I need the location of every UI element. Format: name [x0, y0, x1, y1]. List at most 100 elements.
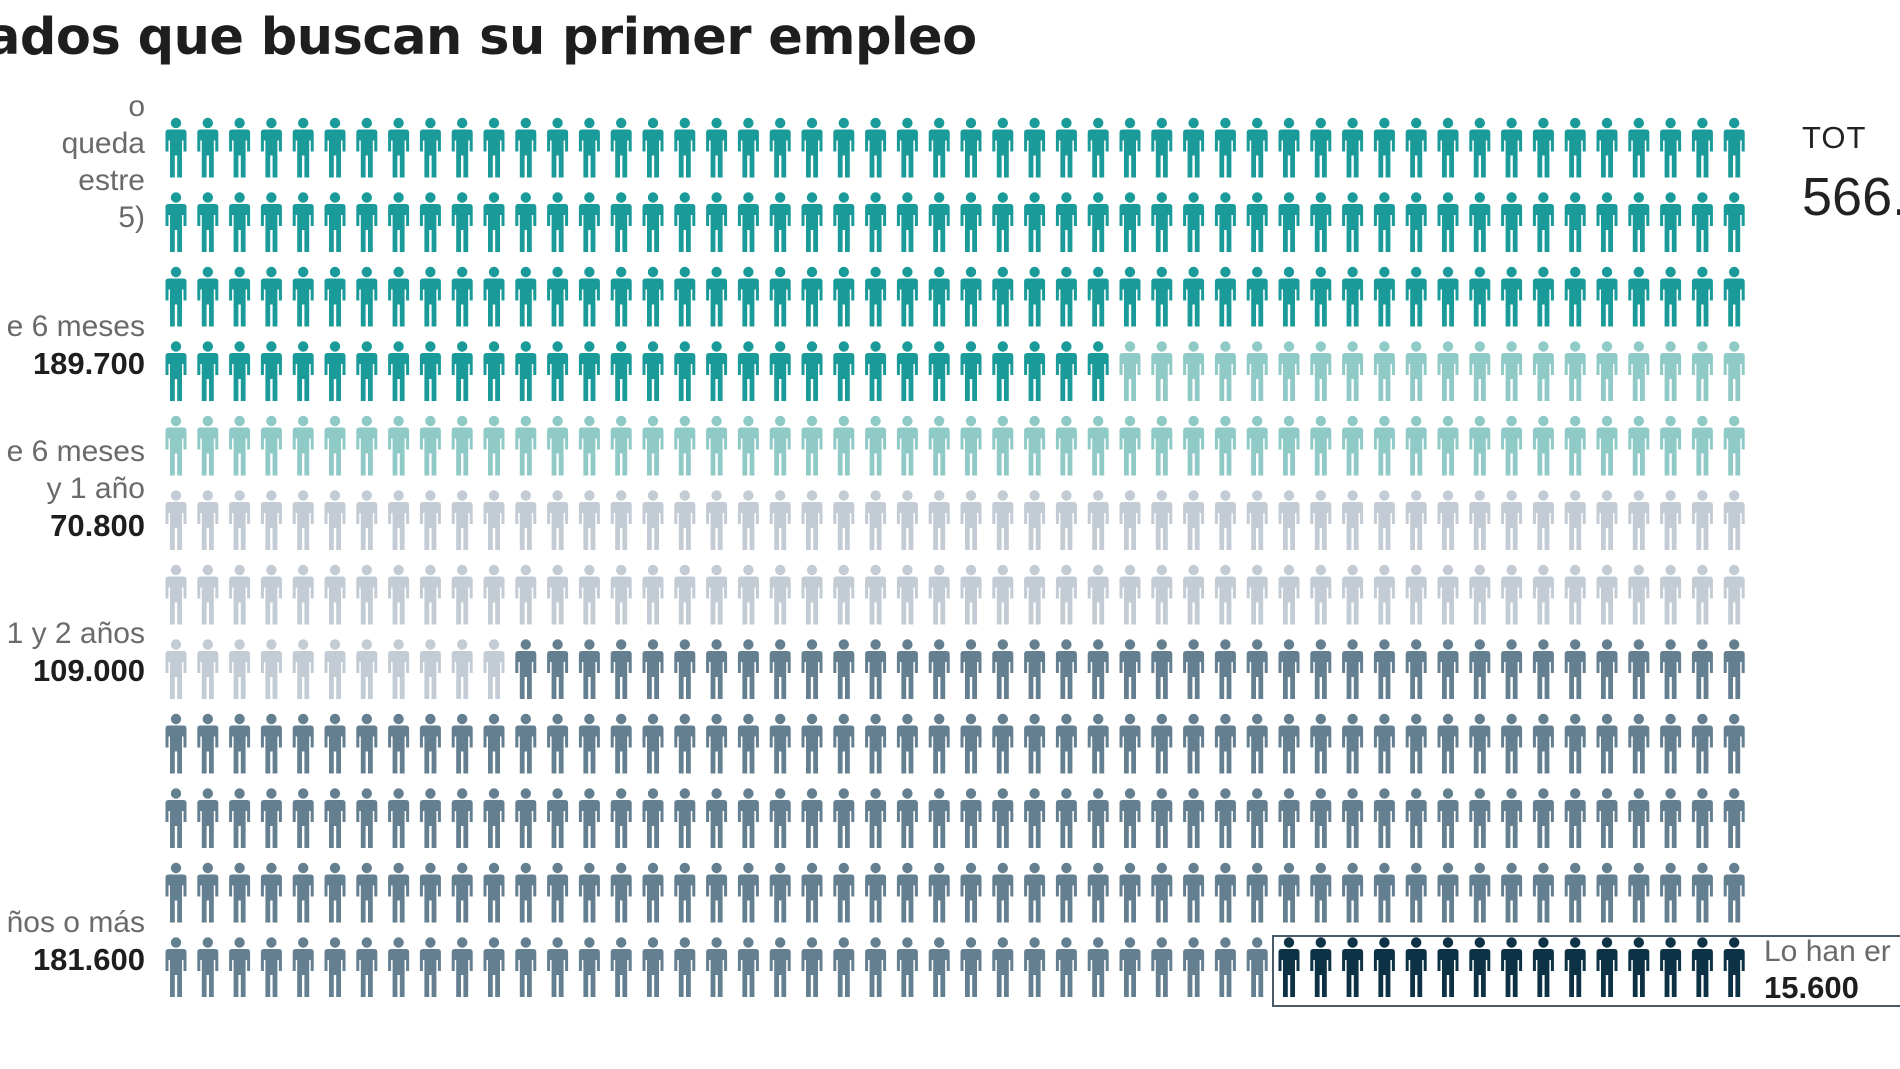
person-icon-2-years-or-more — [896, 639, 918, 699]
person-icon-under-6-months — [1564, 117, 1586, 178]
person-icon-under-6-months — [292, 266, 314, 327]
person-icon-2-years-or-more — [1405, 862, 1427, 923]
person-icon-under-6-months — [1691, 192, 1713, 252]
person-icon-under-6-months — [1660, 117, 1682, 178]
person-icon-2-years-or-more — [1373, 639, 1395, 699]
person-icon-2-years-or-more — [165, 713, 187, 774]
person-icon-2-years-or-more — [1628, 639, 1650, 699]
person-icon-2-years-or-more — [928, 937, 950, 997]
person-icon-2-years-or-more — [737, 788, 759, 848]
person-icon-1-to-2-years — [229, 564, 251, 625]
person-icon-under-6-months — [1564, 266, 1586, 327]
person-icon-2-years-or-more — [1119, 862, 1141, 923]
person-icon-2-years-or-more — [1024, 639, 1046, 699]
person-icon-under-6-months — [1214, 117, 1236, 178]
person-icon-2-years-or-more — [1151, 639, 1173, 699]
person-icon-2-years-or-more — [547, 862, 569, 923]
person-icon-under-6-months — [1342, 192, 1364, 252]
person-icon-2-years-or-more — [1723, 639, 1745, 699]
person-icon-1-to-2-years — [1151, 564, 1173, 625]
person-icon-2-years-or-more — [1660, 713, 1682, 774]
person-icon-under-6-months — [356, 117, 378, 178]
person-icon-2-years-or-more — [833, 788, 855, 848]
total-label: TOT — [1802, 120, 1867, 155]
person-icon-under-6-months — [1532, 117, 1554, 178]
person-icon-2-years-or-more — [801, 937, 823, 997]
person-icon-1-to-2-years — [1055, 490, 1077, 550]
person-icon-1-to-2-years — [1373, 490, 1395, 550]
person-icon-2-years-or-more — [1055, 937, 1077, 997]
person-icon-2-years-or-more — [1278, 713, 1300, 774]
person-icon-1-to-2-years — [1437, 490, 1459, 550]
chart-title: ados que buscan su primer empleo — [0, 8, 977, 67]
person-icon-2-years-or-more — [1691, 639, 1713, 699]
person-icon-6-months-to-1-year — [1691, 341, 1713, 401]
person-icon-2-years-or-more — [992, 862, 1014, 923]
person-icon-2-years-or-more — [515, 713, 537, 774]
person-icon-found-job — [1532, 937, 1554, 997]
person-icon-6-months-to-1-year — [229, 415, 251, 476]
person-icon-2-years-or-more — [1501, 788, 1523, 848]
person-icon-under-6-months — [388, 192, 410, 252]
person-icon-1-to-2-years — [578, 564, 600, 625]
person-icon-2-years-or-more — [451, 862, 473, 923]
person-icon-under-6-months — [674, 341, 696, 401]
person-icon-2-years-or-more — [388, 862, 410, 923]
person-icon-2-years-or-more — [1214, 639, 1236, 699]
person-icon-2-years-or-more — [1405, 713, 1427, 774]
person-icon-2-years-or-more — [737, 639, 759, 699]
person-icon-under-6-months — [388, 117, 410, 178]
person-icon-1-to-2-years — [642, 490, 664, 550]
person-icon-6-months-to-1-year — [324, 415, 346, 476]
person-icon-6-months-to-1-year — [1342, 341, 1364, 401]
person-icon-2-years-or-more — [292, 788, 314, 848]
person-icon-2-years-or-more — [610, 788, 632, 848]
person-icon-under-6-months — [165, 192, 187, 252]
person-icon-1-to-2-years — [324, 639, 346, 699]
total-value: 566. — [1802, 167, 1900, 227]
person-icon-under-6-months — [197, 117, 219, 178]
person-icon-1-to-2-years — [642, 564, 664, 625]
person-icon-6-months-to-1-year — [1437, 341, 1459, 401]
person-icon-found-job — [1628, 937, 1650, 997]
person-icon-under-6-months — [1024, 266, 1046, 327]
person-icon-under-6-months — [706, 266, 728, 327]
person-icon-2-years-or-more — [1024, 862, 1046, 923]
person-icon-1-to-2-years — [1501, 490, 1523, 550]
person-icon-1-to-2-years — [1469, 564, 1491, 625]
person-icon-6-months-to-1-year — [1087, 415, 1109, 476]
person-icon-6-months-to-1-year — [1564, 415, 1586, 476]
person-icon-1-to-2-years — [1660, 564, 1682, 625]
person-icon-2-years-or-more — [865, 639, 887, 699]
person-icon-2-years-or-more — [1119, 639, 1141, 699]
person-icon-2-years-or-more — [1723, 862, 1745, 923]
person-icon-under-6-months — [865, 192, 887, 252]
person-icon-2-years-or-more — [674, 788, 696, 848]
person-icon-6-months-to-1-year — [1373, 341, 1395, 401]
person-icon-under-6-months — [515, 192, 537, 252]
person-icon-2-years-or-more — [737, 937, 759, 997]
person-icon-6-months-to-1-year — [992, 415, 1014, 476]
person-icon-2-years-or-more — [674, 713, 696, 774]
person-icon-2-years-or-more — [1660, 639, 1682, 699]
person-icon-2-years-or-more — [1214, 937, 1236, 997]
person-icon-under-6-months — [1342, 117, 1364, 178]
label-6-months-to-1-year: e 6 meses y 1 año 70.800 — [6, 435, 145, 543]
person-icon-6-months-to-1-year — [451, 415, 473, 476]
person-icon-under-6-months — [1723, 192, 1745, 252]
person-icon-1-to-2-years — [1628, 564, 1650, 625]
person-icon-6-months-to-1-year — [1151, 341, 1173, 401]
person-icon-2-years-or-more — [1342, 639, 1364, 699]
person-icon-6-months-to-1-year — [1246, 415, 1268, 476]
person-icon-under-6-months — [515, 117, 537, 178]
person-icon-2-years-or-more — [1087, 937, 1109, 997]
person-icon-6-months-to-1-year — [1501, 415, 1523, 476]
person-icon-under-6-months — [1691, 117, 1713, 178]
person-icon-6-months-to-1-year — [1405, 415, 1427, 476]
person-icon-2-years-or-more — [356, 788, 378, 848]
person-icon-under-6-months — [547, 341, 569, 401]
person-icon-found-job — [1660, 937, 1682, 997]
person-icon-2-years-or-more — [1246, 937, 1268, 997]
person-icon-under-6-months — [1437, 266, 1459, 327]
